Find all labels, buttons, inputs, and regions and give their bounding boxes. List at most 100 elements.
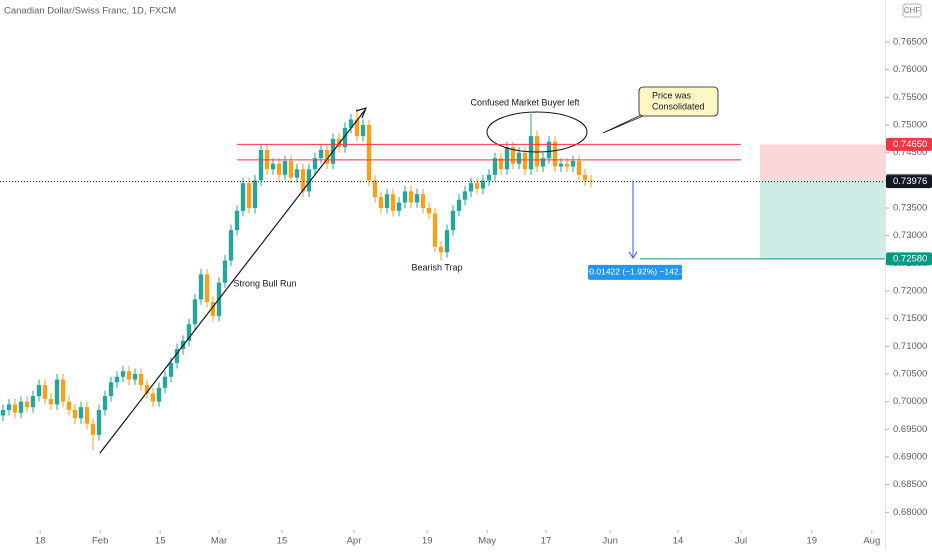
- price-level-label: 0.74650: [893, 139, 927, 150]
- y-tick-label: 0.69000: [893, 451, 927, 462]
- candle-body: [48, 398, 54, 405]
- candle-body: [306, 169, 312, 192]
- candle-body: [396, 202, 402, 211]
- candle-body: [60, 379, 66, 402]
- trend-arrow-head: [355, 107, 368, 119]
- candle-body: [450, 210, 456, 231]
- candle-body: [378, 196, 384, 209]
- candle-body: [318, 149, 324, 159]
- candle-body: [66, 401, 72, 410]
- x-tick-label: Jun: [603, 536, 618, 547]
- y-tick-label: 0.73500: [893, 203, 927, 214]
- target-zone: [760, 180, 885, 259]
- candle-body: [42, 385, 48, 399]
- candle-body: [360, 125, 366, 137]
- candle-body: [246, 183, 252, 209]
- annotation: Bearish Trap: [411, 262, 462, 272]
- x-tick-label: Aug: [863, 536, 880, 547]
- candle-body: [234, 210, 240, 231]
- candle-body: [156, 387, 162, 402]
- candle-body: [402, 191, 408, 203]
- callout-line: Price was: [652, 90, 692, 100]
- candle-body: [576, 160, 582, 175]
- candle-body: [420, 194, 426, 209]
- trend-line: [99, 109, 366, 454]
- candle-body: [30, 396, 36, 408]
- candle-body: [114, 376, 120, 383]
- y-tick-label: 0.69500: [893, 424, 927, 435]
- candle-body: [72, 409, 78, 419]
- annotation: Strong Bull Run: [233, 278, 296, 288]
- candle-body: [546, 141, 552, 159]
- candle-body: [540, 158, 546, 167]
- candle-body: [384, 194, 390, 209]
- candle-body: [582, 174, 588, 181]
- x-tick-label: Apr: [347, 536, 362, 547]
- y-tick-label: 0.72000: [893, 286, 927, 297]
- candle-body: [204, 274, 210, 303]
- price-level-badge: [886, 252, 932, 266]
- y-tick-label: 0.76500: [893, 37, 927, 48]
- candle-body: [558, 163, 564, 167]
- candle-body: [408, 191, 414, 203]
- candle-body: [210, 302, 216, 316]
- candle-body: [462, 191, 468, 200]
- candle-body: [516, 152, 522, 164]
- candle-body: [366, 125, 372, 181]
- x-tick-label: May: [478, 536, 496, 547]
- candle-body: [312, 158, 318, 170]
- candle-body: [270, 163, 276, 170]
- candle-body: [354, 119, 360, 137]
- y-tick-label: 0.75500: [893, 92, 927, 103]
- candle-body: [102, 396, 108, 410]
- candle-body: [348, 119, 354, 128]
- price-levels: −0.01422 (−1.92%) −142.20.746500.740000.…: [0, 137, 932, 280]
- candle-body: [174, 349, 180, 363]
- candle-body: [414, 194, 420, 203]
- y-tick-label: 0.70000: [893, 396, 927, 407]
- candle-body: [522, 152, 528, 170]
- chart-title: Canadian Dollar/Swiss Franc, 1D, FXCM: [4, 6, 176, 17]
- candle-body: [198, 274, 204, 300]
- candle-body: [324, 149, 330, 164]
- candle-body: [258, 149, 264, 181]
- candle-body: [54, 379, 60, 405]
- candle-body: [300, 169, 306, 192]
- x-tick-label: 17: [541, 536, 552, 547]
- candle-body: [534, 136, 540, 167]
- y-tick-label: 0.76000: [893, 64, 927, 75]
- candle-body: [468, 183, 474, 192]
- candle-body: [288, 160, 294, 178]
- measure-label-box: [588, 264, 682, 280]
- candle-body: [192, 299, 198, 325]
- candle-body: [552, 141, 558, 167]
- candle-body: [144, 385, 150, 394]
- candle-body: [432, 213, 438, 247]
- candle-body: [498, 158, 504, 170]
- candle-body: [0, 409, 6, 416]
- candle-body: [168, 362, 174, 377]
- price-level-badge: [886, 175, 932, 189]
- candle-body: [444, 230, 450, 253]
- candle-body: [486, 174, 492, 181]
- candle-body: [570, 160, 576, 167]
- y-tick-label: 0.68000: [893, 507, 927, 518]
- candle-body: [186, 324, 192, 341]
- price-level-label: 0.73976: [893, 176, 927, 187]
- candle-body: [12, 404, 18, 413]
- candle-body: [456, 199, 462, 211]
- candle-body: [588, 180, 594, 182]
- x-tick-label: 19: [807, 536, 818, 547]
- callout-line: Consolidated: [652, 101, 705, 111]
- price-level-badge: [886, 137, 932, 151]
- candle-body: [426, 208, 432, 214]
- candle-body: [342, 127, 348, 148]
- candle-body: [96, 409, 102, 435]
- x-tick-label: 19: [422, 536, 433, 547]
- candle-body: [126, 371, 132, 380]
- x-tick-label: Jul: [735, 536, 747, 547]
- candle-body: [36, 385, 42, 397]
- candle-body: [510, 147, 516, 164]
- measure-arrow-head: [628, 251, 638, 259]
